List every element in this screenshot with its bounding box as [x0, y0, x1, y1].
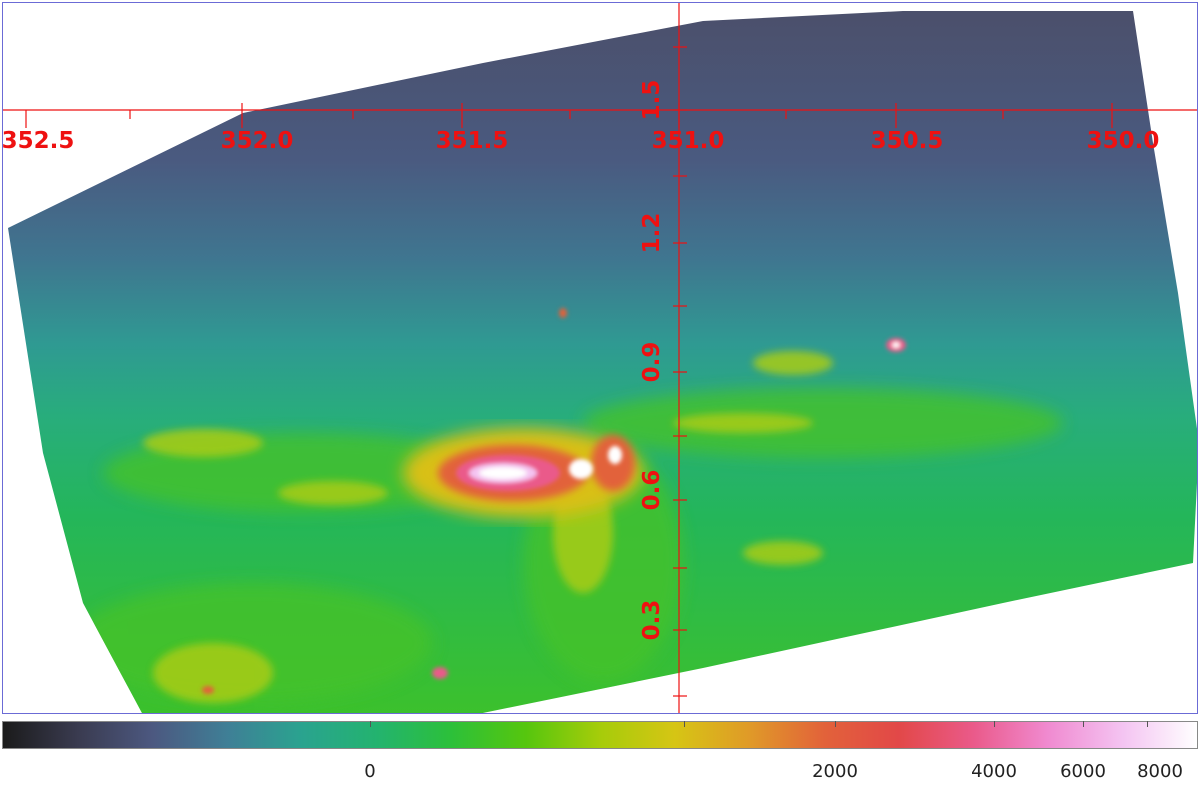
longitude-label: 351.5 [435, 128, 509, 154]
colorbar-label: 0 [364, 761, 376, 782]
latitude-label: 0.6 [639, 469, 665, 511]
latitude-label: 0.9 [639, 341, 665, 383]
colorbar-tick [684, 721, 685, 727]
longitude-label: 350.0 [1086, 128, 1160, 154]
longitude-label: 350.5 [870, 128, 944, 154]
longitude-label: 352.5 [1, 128, 75, 154]
intensity-map [3, 3, 1197, 713]
colorbar [2, 721, 1198, 749]
colorbar-label: 6000 [1060, 761, 1106, 782]
sky-image-panel [2, 2, 1198, 714]
colorbar-label: 4000 [971, 761, 1017, 782]
colorbar-label: 2000 [812, 761, 858, 782]
colorbar-tick [1147, 721, 1148, 727]
latitude-label: 1.2 [639, 212, 665, 254]
colorbar-tick [994, 721, 995, 727]
colorbar-tick [370, 721, 371, 727]
colorbar-label: 8000 [1137, 761, 1183, 782]
colorbar-tick [1083, 721, 1084, 727]
longitude-label: 352.0 [220, 128, 294, 154]
colorbar-tick [835, 721, 836, 727]
longitude-label: 351.0 [651, 128, 725, 154]
latitude-label: 0.3 [639, 599, 665, 641]
latitude-label: 1.5 [639, 79, 665, 121]
